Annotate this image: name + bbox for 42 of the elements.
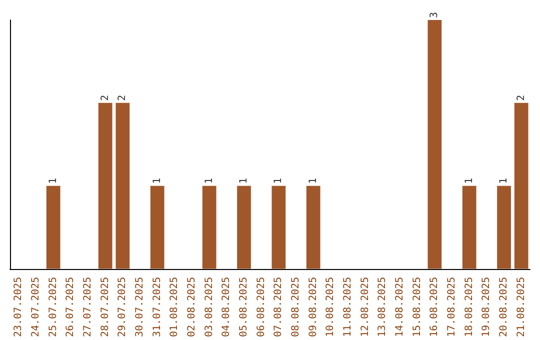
x-tick-label: 19.08.2025 <box>481 276 492 338</box>
x-tick-label: 29.07.2025 <box>117 276 128 338</box>
x-tick-label: 11.08.2025 <box>342 276 354 338</box>
x-tick-label: 14.08.2025 <box>394 276 406 338</box>
data-label: 1 <box>498 178 510 184</box>
x-tick-label: 20.08.2025 <box>498 276 510 338</box>
x-tick-label: 02.08.2025 <box>186 276 198 338</box>
x-tick-label: 26.07.2025 <box>65 276 76 338</box>
x-tick-label: 08.08.2025 <box>290 276 302 338</box>
x-tick-label: 23.07.2025 <box>13 276 24 338</box>
data-label: 2 <box>516 94 527 101</box>
x-tick-label: 30.07.2025 <box>134 276 146 338</box>
data-label: 1 <box>464 178 475 184</box>
x-tick-label: 04.08.2025 <box>221 276 232 338</box>
x-tick-label: 21.08.2025 <box>516 276 527 338</box>
x-tick-label: 31.07.2025 <box>152 276 163 338</box>
x-tick-label: 09.08.2025 <box>308 276 319 338</box>
x-tick-label: 28.07.2025 <box>100 276 111 338</box>
data-label: 2 <box>117 94 128 101</box>
data-label: 1 <box>273 178 284 184</box>
x-tick-label: 03.08.2025 <box>204 276 215 338</box>
x-tick-label: 07.08.2025 <box>273 276 284 338</box>
data-label: 1 <box>308 178 319 184</box>
x-tick-label: 17.08.2025 <box>446 276 458 338</box>
x-tick-label: 12.08.2025 <box>360 276 371 338</box>
x-tick-label: 15.08.2025 <box>412 276 423 338</box>
x-tick-label: 13.08.2025 <box>377 276 388 338</box>
data-label: 1 <box>204 178 215 184</box>
data-label: 1 <box>152 178 163 184</box>
x-tick-label: 25.07.2025 <box>48 276 59 338</box>
x-tick-label: 10.08.2025 <box>325 276 336 338</box>
x-tick-label: 06.08.2025 <box>256 276 267 338</box>
x-tick-label: 05.08.2025 <box>238 276 250 338</box>
x-tick-label: 16.08.2025 <box>429 276 440 338</box>
x-tick-label: 27.07.2025 <box>82 276 94 338</box>
data-label: 1 <box>238 178 250 184</box>
data-label: 2 <box>100 94 111 101</box>
x-tick-label: 01.08.2025 <box>169 276 180 338</box>
data-label: 1 <box>48 178 59 184</box>
x-tick-label: 24.07.2025 <box>30 276 42 338</box>
data-label: 3 <box>429 12 440 18</box>
x-tick-label: 18.08.2025 <box>464 276 475 338</box>
